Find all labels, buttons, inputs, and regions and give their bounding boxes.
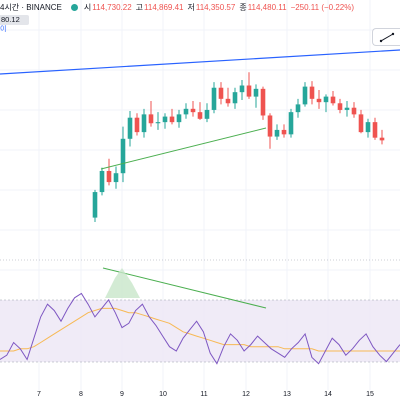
change-value: −250.11 (−0.22%): [290, 2, 355, 12]
time-axis[interactable]: 7 8 9 10 11 12 13 14 15: [0, 390, 400, 400]
x-tick-label: 13: [283, 391, 291, 398]
low-value: 114,350.57: [195, 2, 236, 12]
close-value: 114,480.11: [247, 2, 287, 12]
drawing-tool-button[interactable]: [372, 28, 400, 46]
high-label: 고: [135, 2, 144, 12]
open-value: 114,730.22: [92, 2, 132, 12]
candle-body: [169, 116, 175, 123]
candle-body: [260, 88, 266, 116]
high-value: 114,869.41: [144, 2, 184, 12]
x-tick-label: 8: [79, 391, 83, 398]
candle-body: [267, 115, 273, 137]
candle-body: [106, 170, 112, 183]
candle-body: [190, 108, 196, 113]
candle-body: [316, 98, 322, 103]
candle-body: [183, 108, 189, 115]
candle-body: [274, 129, 280, 137]
x-tick-label: 14: [324, 391, 332, 398]
trendline-layer: [0, 49, 400, 309]
low-label: 저: [187, 2, 195, 12]
candle-body: [309, 86, 315, 99]
candle-body: [92, 192, 98, 218]
candle-body: [253, 88, 259, 97]
candle-body: [330, 96, 336, 104]
candle-body: [162, 116, 168, 123]
candle-body: [351, 107, 357, 115]
x-tick-label: 11: [200, 391, 208, 398]
candle-body: [134, 117, 140, 133]
rsi-band: [0, 300, 400, 362]
price-badge: 80.12: [0, 15, 29, 25]
candle-body: [148, 114, 154, 124]
rsi-ma-line: [0, 307, 400, 352]
candle-body: [176, 114, 182, 123]
candle-body: [365, 122, 371, 133]
trendline-tool-icon: [379, 32, 395, 43]
x-tick-label: 9: [120, 391, 124, 398]
candle-body: [344, 107, 350, 110]
candle-body: [127, 117, 133, 139]
symbol-title: 4시간 · BINANCE: [0, 2, 62, 12]
x-tick-label: 12: [242, 391, 250, 398]
rsi-layer: [0, 268, 400, 365]
candle-body: [218, 87, 224, 99]
candle-body: [211, 87, 217, 110]
candle-body: [99, 170, 105, 193]
candle-body: [323, 96, 329, 103]
candle-body: [225, 98, 231, 104]
candle-body: [239, 85, 245, 93]
rsi-band-layer: [0, 299, 400, 363]
candle-body: [204, 109, 210, 119]
market-status-icon: [70, 3, 78, 11]
x-tick-label: 7: [37, 391, 41, 398]
candle-body: [246, 85, 252, 97]
x-tick-label: 15: [366, 391, 374, 398]
price-divergence-line: [100, 127, 267, 170]
candle-body: [337, 103, 343, 110]
candle-body: [197, 112, 203, 119]
candle-body: [288, 112, 294, 135]
rsi-divergence-line: [102, 267, 267, 309]
candle-body: [232, 92, 238, 104]
x-tick-label: 10: [159, 391, 167, 398]
candle-body: [120, 138, 126, 174]
candle-layer: [92, 72, 385, 223]
candle-body: [358, 114, 364, 133]
candle-body: [302, 86, 308, 105]
rsi-overbought-fill: [105, 268, 140, 298]
candle-body: [155, 122, 161, 124]
ohlc-legend: 4시간 · BINANCE 시 114,730.22 고 114,869.41 …: [0, 0, 358, 14]
price-badge-secondary: 이: [0, 26, 7, 33]
candle-body: [113, 173, 119, 183]
close-label: 종: [239, 2, 247, 12]
candle-body: [379, 137, 385, 141]
candle-body: [295, 104, 301, 113]
rsi-line: [0, 292, 400, 365]
candle-body: [141, 114, 147, 133]
blue-trendline: [0, 49, 400, 75]
candle-body: [372, 122, 378, 138]
open-label: 시: [83, 2, 92, 12]
candle-body: [281, 129, 287, 135]
